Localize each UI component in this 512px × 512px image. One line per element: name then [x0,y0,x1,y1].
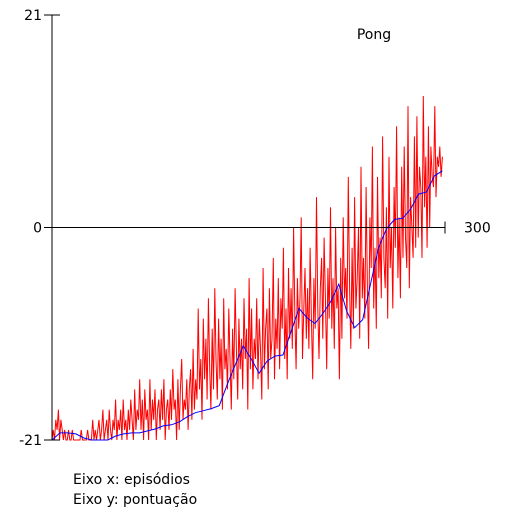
chart-title: Pong [357,27,391,43]
x-axis-caption: Eixo x: episódios [73,472,190,488]
series-line-avg [51,170,443,441]
plot-lines [51,95,443,441]
x-tick-label: 300 [464,221,491,237]
y-tick-label: 21 [24,8,42,24]
series-line-raw [51,95,443,441]
y-tick-label: -21 [19,433,42,449]
y-tick-label: 0 [33,221,42,237]
y-axis-caption: Eixo y: pontuação [73,492,198,508]
axes [44,14,446,441]
labels: 21 0 -21 300 Pong [19,8,491,449]
